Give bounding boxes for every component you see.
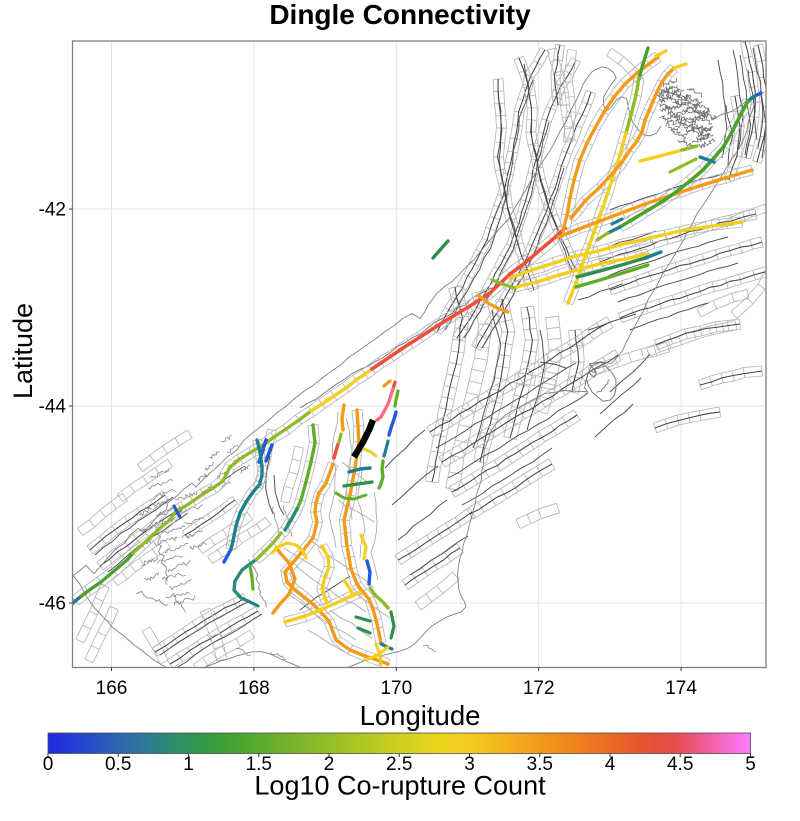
svg-text:Log10 Co-rupture Count: Log10 Co-rupture Count — [254, 771, 546, 801]
svg-text:166: 166 — [96, 678, 128, 699]
svg-text:168: 168 — [238, 678, 270, 699]
svg-text:0: 0 — [43, 754, 54, 775]
svg-text:170: 170 — [380, 678, 412, 699]
svg-text:172: 172 — [523, 678, 555, 699]
svg-text:0.5: 0.5 — [105, 754, 131, 775]
svg-text:Longitude: Longitude — [360, 700, 481, 731]
svg-text:174: 174 — [665, 678, 697, 699]
svg-text:4.5: 4.5 — [667, 754, 693, 775]
svg-text:5: 5 — [745, 754, 756, 775]
svg-text:1: 1 — [183, 754, 194, 775]
svg-text:Dingle Connectivity: Dingle Connectivity — [269, 0, 531, 30]
svg-text:-44: -44 — [39, 397, 67, 418]
svg-text:-46: -46 — [39, 594, 66, 615]
svg-text:4: 4 — [605, 754, 616, 775]
svg-text:Latitude: Latitude — [8, 303, 38, 399]
svg-text:-42: -42 — [39, 200, 66, 221]
